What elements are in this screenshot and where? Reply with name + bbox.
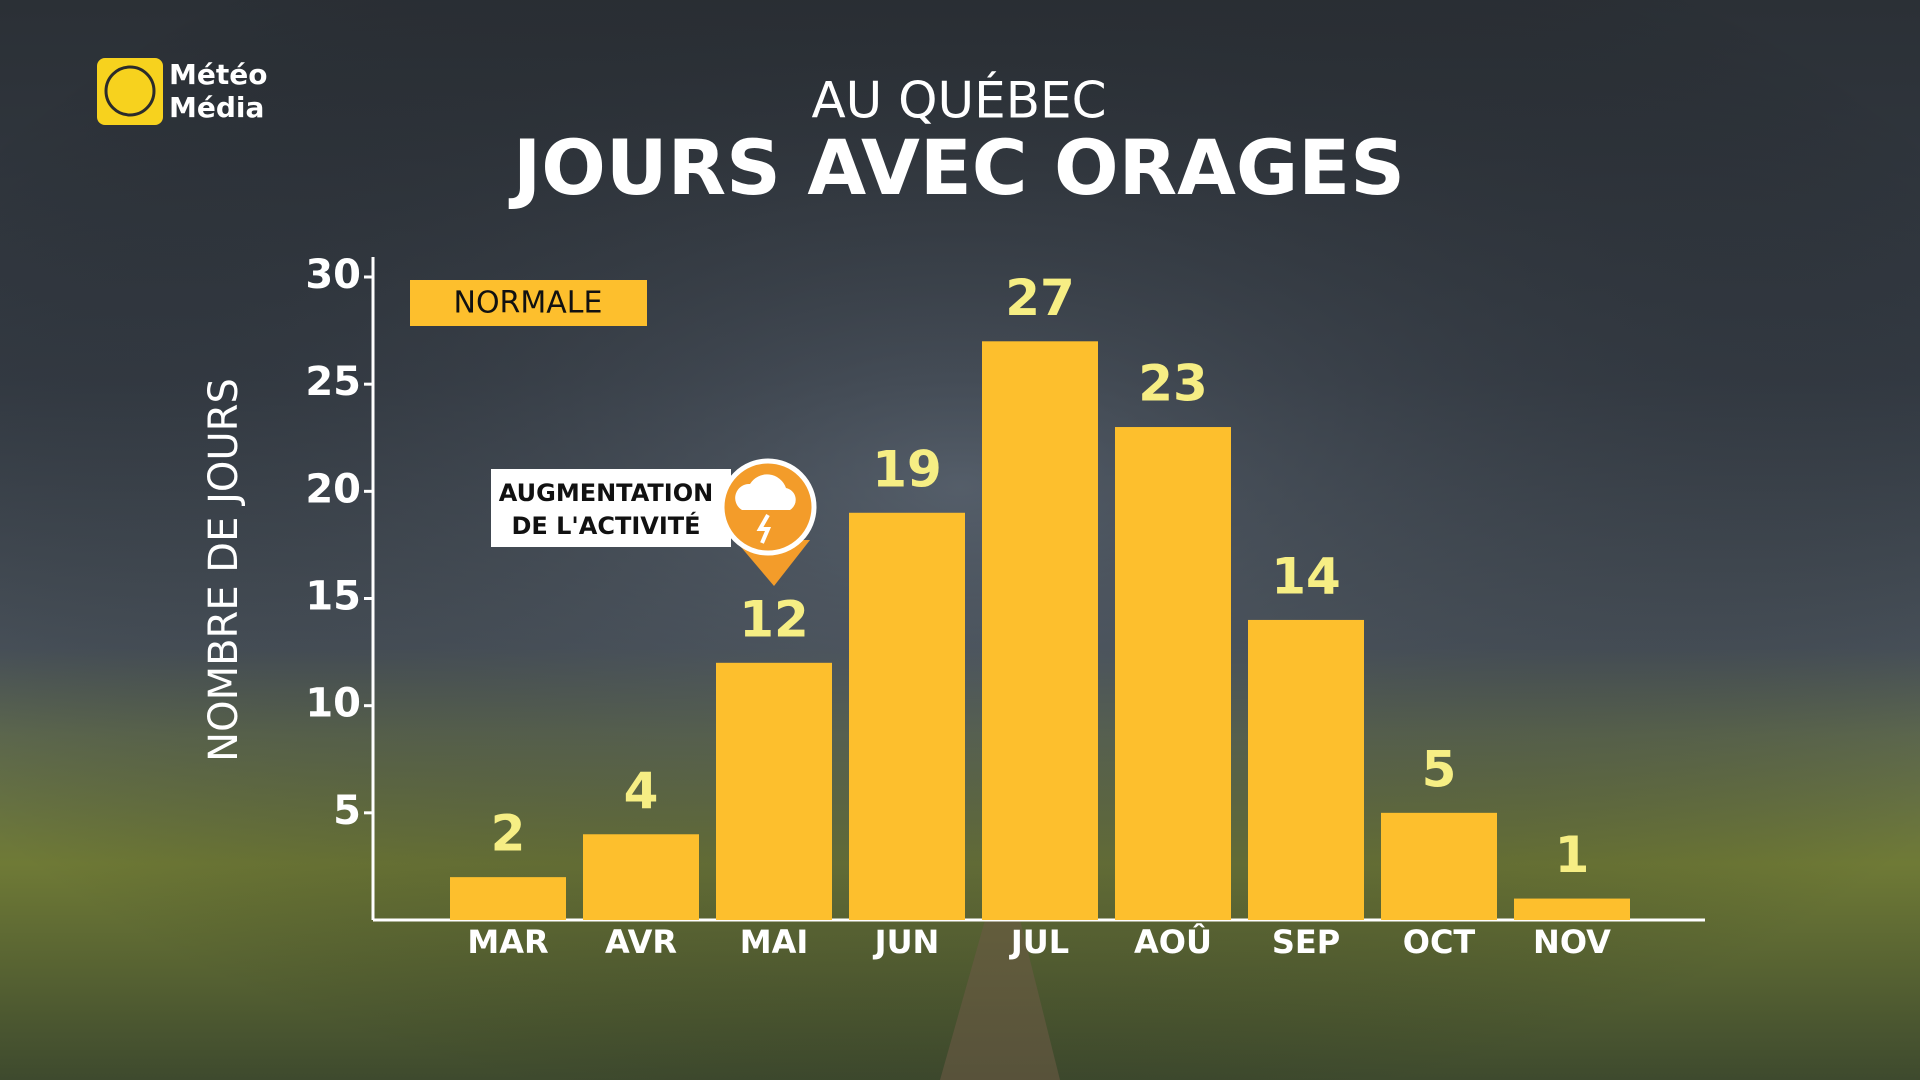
x-tick-label: MAI xyxy=(740,923,809,961)
annotation-text: DE L'ACTIVITÉ xyxy=(511,511,700,540)
bar xyxy=(583,834,699,920)
bar xyxy=(716,662,832,920)
y-tick-label: 20 xyxy=(305,466,361,512)
value-label: 14 xyxy=(1271,547,1341,605)
logo-text: Météo xyxy=(169,58,267,91)
path-trail xyxy=(940,920,1060,1080)
value-label: 1 xyxy=(1555,826,1590,884)
x-tick-label: OCT xyxy=(1403,923,1476,961)
value-label: 23 xyxy=(1138,355,1208,413)
bar xyxy=(1248,619,1364,920)
annotation-box xyxy=(491,469,731,547)
y-tick-label: 30 xyxy=(305,252,361,298)
value-label: 2 xyxy=(491,805,526,863)
x-tick-label: NOV xyxy=(1533,923,1611,961)
legend-label: NORMALE xyxy=(454,286,603,321)
value-label: 4 xyxy=(624,762,659,820)
x-tick-label: JUN xyxy=(873,923,940,961)
y-tick-label: 25 xyxy=(305,359,361,405)
value-label: 12 xyxy=(739,590,809,648)
cloud-icon xyxy=(735,474,796,510)
value-label: 19 xyxy=(872,440,942,498)
y-tick-label: 10 xyxy=(305,681,361,727)
x-tick-label: MAR xyxy=(467,923,548,961)
value-label: 27 xyxy=(1005,269,1075,327)
bar xyxy=(1514,898,1630,920)
x-tick-label: JUL xyxy=(1009,923,1069,961)
x-tick-label: SEP xyxy=(1272,923,1340,961)
bar xyxy=(849,512,965,920)
chart-title: JOURS AVEC ORAGES xyxy=(508,123,1405,212)
y-tick-label: 15 xyxy=(305,574,361,620)
bar xyxy=(982,341,1098,920)
value-label: 5 xyxy=(1422,740,1457,798)
logo-text: Média xyxy=(169,91,264,124)
bar xyxy=(1381,812,1497,920)
chart-subtitle: AU QUÉBEC xyxy=(811,71,1106,130)
legend-swatch xyxy=(410,280,647,326)
y-tick-label: 5 xyxy=(333,788,361,834)
bar xyxy=(450,877,566,920)
annotation: AUGMENTATION DE L'ACTIVITÉ xyxy=(491,458,817,586)
bar xyxy=(1115,427,1231,920)
y-axis-label: NOMBRE DE JOURS xyxy=(201,378,247,762)
annotation-text: AUGMENTATION xyxy=(499,479,713,507)
logo-globe xyxy=(104,65,156,117)
lightning-icon xyxy=(756,514,772,544)
x-tick-label: AOÛ xyxy=(1134,922,1212,961)
x-tick-label: AVR xyxy=(605,923,677,961)
